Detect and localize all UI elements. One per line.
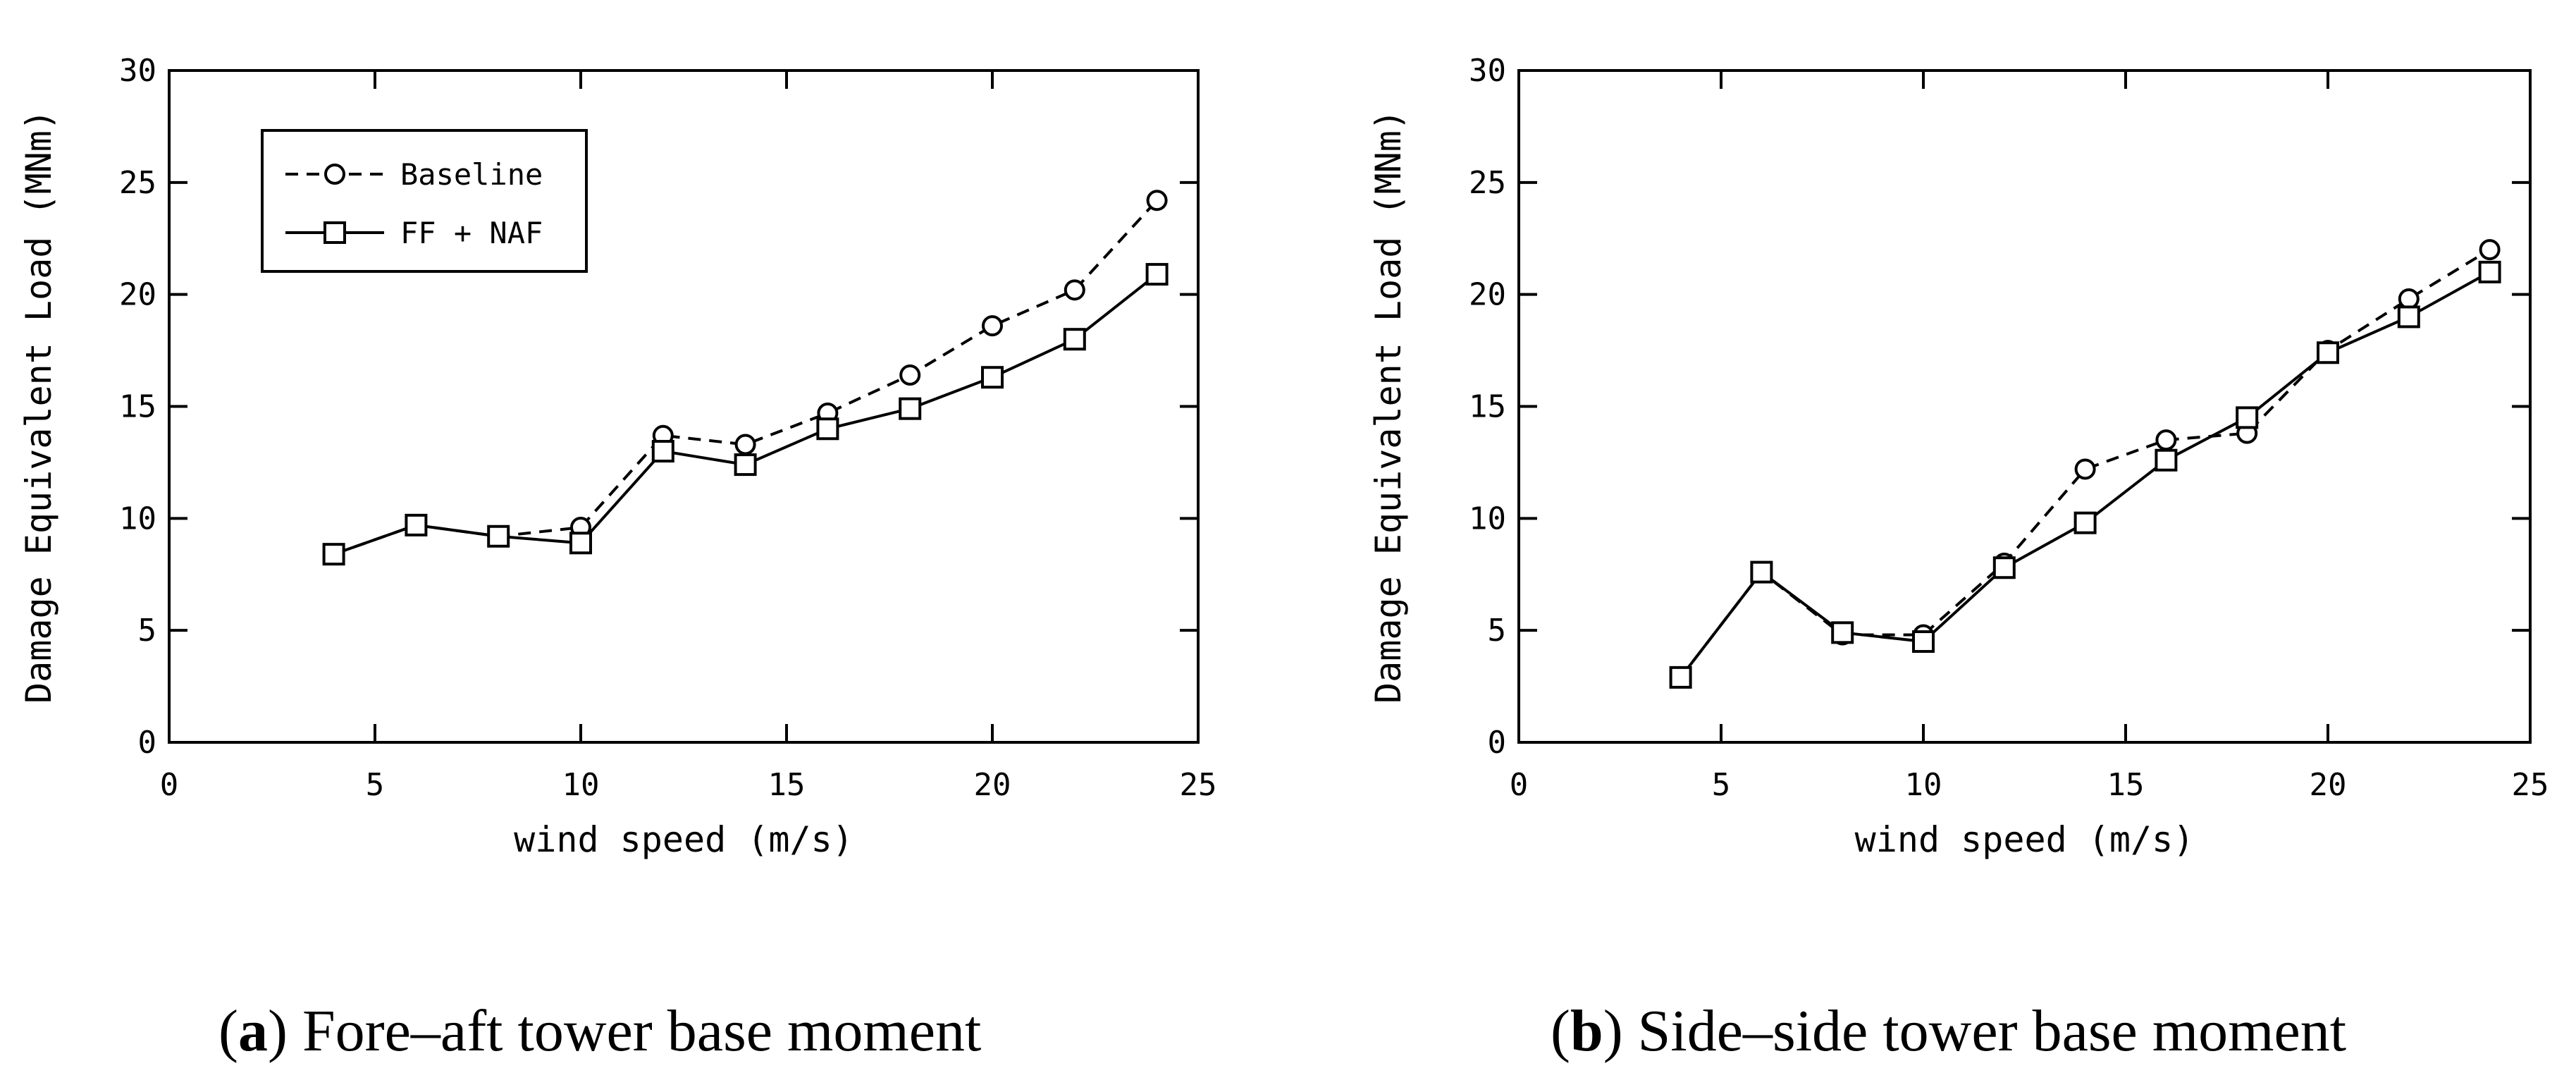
y-tick-label: 20 <box>1469 277 1506 313</box>
x-tick-label: 0 <box>160 767 179 803</box>
data-point-circle <box>1146 190 1168 211</box>
x-tick-label: 0 <box>1510 767 1529 803</box>
x-tick-label: 25 <box>1180 767 1217 803</box>
y-tick-label: 10 <box>119 501 156 536</box>
data-point-circle <box>2479 239 2501 261</box>
legend-marker-circle <box>324 164 345 185</box>
series-square-marker <box>1669 260 2501 689</box>
subfigure-caption: (a) Fore–aft tower base moment <box>218 998 981 1064</box>
x-tick-label: 20 <box>2310 767 2347 803</box>
x-tick-label: 25 <box>2512 767 2549 803</box>
series-ff-naf <box>322 263 1169 566</box>
data-point-square <box>1063 328 1086 351</box>
x-tick-label: 15 <box>768 767 806 803</box>
y-tick-label: 0 <box>1488 725 1507 761</box>
data-point-square <box>2397 305 2420 329</box>
data-point-square <box>899 397 922 420</box>
y-axis-title: Damage Equivalent Load (MNm) <box>18 109 59 704</box>
plot-frame <box>1517 69 2532 744</box>
y-tick-label: 15 <box>119 389 156 425</box>
data-point-square <box>2317 341 2339 364</box>
y-tick-label: 5 <box>1488 613 1507 649</box>
caption-text: ) Fore–aft tower base moment <box>268 998 981 1064</box>
y-tick-label: 25 <box>119 165 156 201</box>
data-point-circle <box>2155 429 2177 451</box>
data-point-circle <box>1064 279 1085 301</box>
x-tick-label: 10 <box>1905 767 1942 803</box>
caption-paren: ( <box>218 998 238 1064</box>
y-tick-label: 30 <box>119 53 156 89</box>
y-tick-label: 30 <box>1469 53 1506 89</box>
data-point-circle <box>982 315 1003 337</box>
legend-marker-square <box>323 221 346 244</box>
caption-letter: b <box>1570 998 1603 1064</box>
x-tick-label: 20 <box>974 767 1011 803</box>
x-tick-label: 15 <box>2107 767 2145 803</box>
data-point-square <box>569 532 592 555</box>
data-point-circle <box>2398 288 2420 310</box>
data-point-circle <box>734 434 756 455</box>
caption-paren: ( <box>1551 998 1570 1064</box>
data-point-square <box>651 440 674 463</box>
x-tick-label: 5 <box>1712 767 1731 803</box>
series-line <box>333 199 1159 556</box>
data-point-square <box>1831 621 1854 644</box>
data-point-square <box>1750 560 1773 584</box>
x-tick-label: 10 <box>562 767 600 803</box>
x-tick-label: 5 <box>366 767 385 803</box>
x-axis-title: wind speed (m/s) <box>1855 819 2195 860</box>
x-axis-title: wind speed (m/s) <box>514 819 853 860</box>
data-point-square <box>1669 665 1692 689</box>
chart-a: 0 5 10 15 20 25 0 5 10 15 20 25 30 wind speed (m/s) Da… <box>18 53 1216 1064</box>
data-point-square <box>816 417 839 441</box>
data-point-square <box>487 524 510 548</box>
chart-b: 0 5 10 15 20 25 0 5 10 15 20 25 30 wind speed (m/s) Da… <box>1368 53 2549 1064</box>
y-tick-label: 10 <box>1469 501 1506 536</box>
data-point-square <box>981 366 1004 389</box>
legend-label: Baseline <box>400 157 543 192</box>
data-point-square <box>2073 511 2097 534</box>
y-tick-label: 25 <box>1469 165 1506 201</box>
data-point-square <box>1912 630 1935 654</box>
data-point-square <box>1145 263 1169 286</box>
data-point-square <box>2155 448 2178 472</box>
series-line <box>333 273 1158 556</box>
series-circle-marker <box>1670 239 2501 688</box>
legend: Baseline FF + NAF <box>261 129 588 273</box>
y-tick-label: 5 <box>138 613 157 649</box>
data-point-square <box>2236 406 2259 429</box>
data-point-circle <box>2074 458 2096 480</box>
y-tick-label: 15 <box>1469 389 1506 425</box>
data-point-circle <box>899 364 921 386</box>
y-axis-title: Damage Equivalent Load (MNm) <box>1368 109 1409 704</box>
data-point-square <box>734 453 757 477</box>
legend-box <box>261 129 588 273</box>
data-point-square <box>322 543 345 566</box>
y-tick-label: 20 <box>119 277 156 313</box>
data-point-square <box>405 513 428 536</box>
data-point-square <box>1992 556 2016 579</box>
y-tick-label: 0 <box>138 725 157 761</box>
caption-letter: a <box>238 998 268 1064</box>
subfigure-caption: (b) Side–side tower base moment <box>1551 998 2346 1064</box>
data-point-square <box>2478 260 2501 283</box>
caption-text: ) Side–side tower base moment <box>1603 998 2346 1064</box>
legend-label: FF + NAF <box>400 216 543 250</box>
